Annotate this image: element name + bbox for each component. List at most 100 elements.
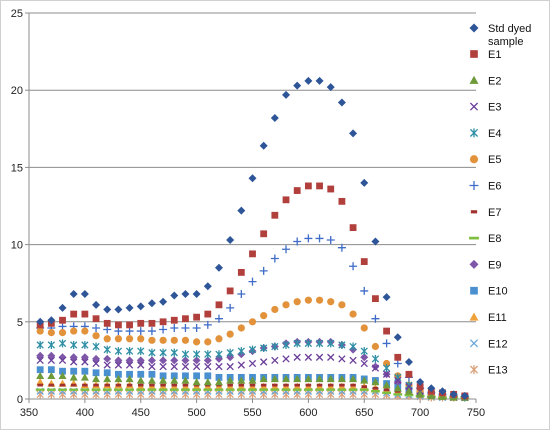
- point-3-31: [382, 370, 391, 378]
- point-1-7: [115, 321, 122, 329]
- point-2-9: [136, 376, 145, 384]
- point-3-12: [170, 362, 178, 371]
- point-4-22: [282, 340, 290, 349]
- point-3-28: [349, 356, 357, 365]
- point-7-8: [126, 383, 133, 387]
- point-1-31: [383, 327, 390, 335]
- point-0-24: [304, 76, 313, 85]
- legend-label-1: E1: [488, 49, 501, 61]
- point-2-25: [315, 374, 324, 383]
- point-10-6: [103, 369, 111, 377]
- series-0: [36, 76, 469, 400]
- point-4-8: [125, 347, 134, 356]
- point-0-16: [214, 263, 223, 272]
- point-3-32: [394, 376, 402, 385]
- point-7-18: [238, 383, 245, 387]
- point-2-13: [181, 376, 190, 384]
- point-2-17: [226, 376, 235, 384]
- point-8-4: [80, 388, 90, 391]
- point-5-15: [204, 338, 212, 346]
- point-9-13: [181, 356, 190, 365]
- point-10-2: [59, 367, 66, 375]
- point-5-24: [304, 296, 312, 304]
- point-8-22: [281, 388, 291, 391]
- point-6-31: [382, 339, 391, 348]
- legend-marker-4: [469, 128, 479, 138]
- point-5-12: [170, 336, 178, 344]
- legend-label-0-line2: sample: [488, 36, 523, 48]
- point-6-11: [159, 325, 168, 334]
- point-1-12: [170, 316, 178, 324]
- point-4-28: [349, 342, 357, 351]
- point-8-2: [58, 388, 67, 391]
- point-2-31: [382, 381, 391, 389]
- point-7-9: [137, 383, 144, 387]
- point-5-14: [193, 338, 201, 346]
- point-3-6: [103, 361, 111, 369]
- axes: [25, 12, 477, 403]
- point-9-1: [47, 351, 56, 360]
- point-8-8: [125, 388, 134, 391]
- point-5-6: [103, 335, 111, 343]
- point-5-10: [148, 336, 156, 344]
- point-10-10: [148, 370, 156, 378]
- point-10-14: [193, 372, 201, 380]
- point-6-23: [293, 237, 302, 246]
- legend-item-6: E6: [469, 181, 501, 193]
- point-0-22: [282, 90, 291, 99]
- point-4-31: [382, 364, 391, 373]
- legend-item-2: E2: [469, 75, 501, 87]
- point-7-25: [316, 383, 323, 387]
- point-0-18: [237, 206, 246, 215]
- point-0-25: [315, 76, 324, 85]
- legend-item-8: E8: [469, 233, 501, 245]
- point-6-14: [192, 323, 201, 332]
- point-3-5: [92, 359, 100, 368]
- point-1-32: [394, 353, 402, 361]
- point-4-1: [47, 340, 56, 349]
- point-0-38: [460, 391, 469, 400]
- legend-marker-1: [470, 50, 478, 58]
- legend-item-11: E11: [469, 312, 507, 324]
- point-4-21: [271, 342, 279, 351]
- point-4-24: [304, 339, 313, 348]
- y-tick-label-0: 0: [17, 394, 23, 406]
- point-7-7: [115, 383, 122, 387]
- point-8-27: [337, 388, 347, 391]
- point-10-8: [126, 370, 133, 378]
- point-0-19: [248, 174, 257, 183]
- point-5-30: [371, 342, 380, 351]
- point-8-24: [303, 388, 313, 391]
- point-4-17: [226, 348, 234, 357]
- point-1-34: [416, 383, 424, 391]
- point-8-17: [225, 388, 235, 391]
- point-1-6: [103, 319, 111, 327]
- point-3-7: [114, 361, 123, 369]
- point-1-28: [349, 224, 357, 232]
- legend-marker-0: [469, 23, 479, 33]
- point-9-8: [125, 356, 134, 365]
- point-2-21: [270, 374, 279, 383]
- point-3-22: [282, 355, 290, 363]
- point-4-29: [360, 347, 368, 356]
- point-1-5: [92, 315, 100, 323]
- point-6-29: [360, 286, 369, 295]
- point-9-7: [114, 356, 123, 365]
- point-8-0: [35, 388, 45, 391]
- point-10-11: [159, 372, 167, 380]
- point-5-23: [293, 298, 301, 306]
- point-5-19: [248, 318, 257, 326]
- point-6-7: [114, 327, 123, 336]
- point-10-16: [215, 373, 223, 381]
- point-1-26: [327, 185, 335, 193]
- legend-label-2: E2: [488, 75, 501, 87]
- point-8-19: [248, 388, 257, 391]
- legend-marker-10: [470, 286, 478, 295]
- point-0-1: [47, 316, 56, 325]
- point-0-6: [103, 305, 112, 314]
- point-6-30: [371, 314, 380, 323]
- point-10-13: [182, 372, 189, 380]
- point-3-29: [360, 359, 368, 368]
